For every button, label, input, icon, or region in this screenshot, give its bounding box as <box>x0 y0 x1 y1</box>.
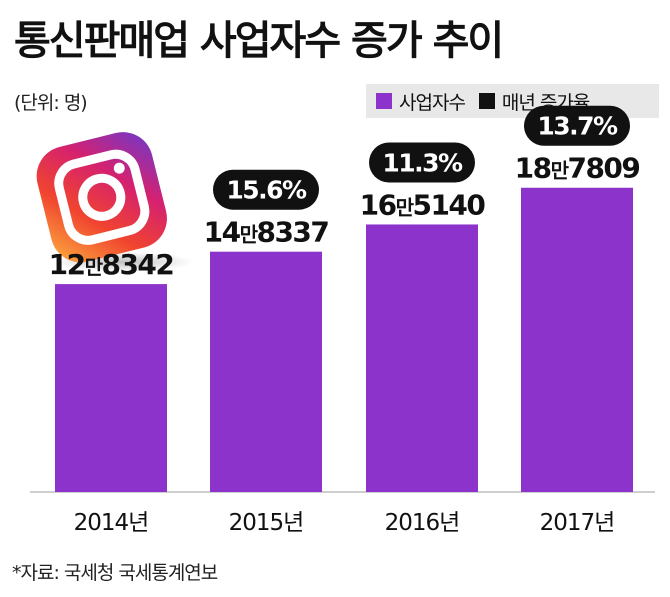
chart-title: 통신판매업 사업자수 증가 추이 <box>14 18 504 64</box>
bar-4 <box>521 187 633 492</box>
x-tick-label-1: 2014년 <box>74 510 149 536</box>
bar-value-label-4: 18만7809 <box>515 152 640 185</box>
bar-value-label-1: 12만8342 <box>49 248 174 281</box>
x-tick-label-3: 2016년 <box>385 510 460 536</box>
growth-pill-3 <box>369 142 475 183</box>
bar-2 <box>210 251 322 492</box>
growth-label-2: 15.6% <box>226 176 307 205</box>
bar-1 <box>55 284 167 492</box>
bar-value-label-2: 14만8337 <box>204 216 329 249</box>
legend-label-businesses: 사업자수 <box>399 91 466 114</box>
growth-label-3: 11.3% <box>382 148 463 177</box>
x-tick-label-2: 2015년 <box>229 510 304 536</box>
growth-pill-2 <box>213 169 319 210</box>
legend-swatch-purple <box>376 93 392 109</box>
legend-item-businesses: 사업자수 <box>376 88 466 115</box>
bar-value-label-3: 16만5140 <box>360 188 486 221</box>
unit-note: (단위: 명) <box>14 92 88 114</box>
instagram-logo-icon <box>36 132 193 272</box>
growth-pill-4 <box>524 105 630 146</box>
legend-swatch-black <box>478 93 495 109</box>
legend: 사업자수 매년 증가율 <box>366 84 659 118</box>
bar-3 <box>366 224 478 492</box>
source-note: *자료: 국세청 국세통계연보 <box>12 562 218 584</box>
growth-label-4: 13.7% <box>537 112 618 141</box>
x-tick-label-4: 2017년 <box>540 510 615 536</box>
